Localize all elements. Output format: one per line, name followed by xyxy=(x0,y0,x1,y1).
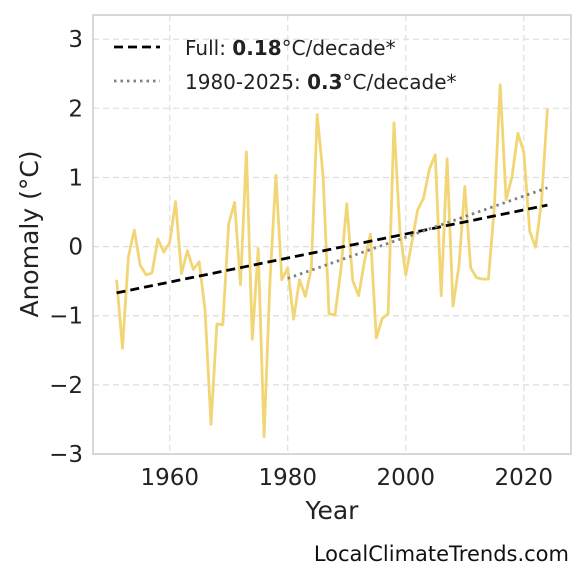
legend-full-value: 0.18 xyxy=(232,36,281,60)
y-tick-label: −2 xyxy=(49,373,83,399)
legend-recent-prefix: 1980-2025: xyxy=(185,70,307,94)
trend-recent-line xyxy=(287,186,548,280)
trend-full-line xyxy=(116,203,548,295)
x-tick-label: 2000 xyxy=(376,465,435,491)
legend-full-prefix: Full: xyxy=(185,36,232,60)
legend-recent-label: 1980-2025: 0.3°C/decade* xyxy=(185,70,457,94)
legend-full-suffix: °C/decade* xyxy=(282,36,396,60)
y-tick-label: −3 xyxy=(49,442,83,468)
y-tick-label: 1 xyxy=(68,165,83,191)
x-tick-label: 2020 xyxy=(495,465,554,491)
legend-recent-value: 0.3 xyxy=(307,70,342,94)
watermark: LocalClimateTrends.com xyxy=(313,542,569,566)
legend-recent-suffix: °C/decade* xyxy=(343,70,457,94)
y-axis-title: Anomaly (°C) xyxy=(15,150,44,317)
x-tick-label: 1980 xyxy=(258,465,317,491)
plot-frame xyxy=(92,14,572,455)
anomaly-line xyxy=(115,83,549,439)
x-tick-label: 1960 xyxy=(140,465,199,491)
x-axis-title: Year xyxy=(305,496,360,525)
legend-full-label: Full: 0.18°C/decade* xyxy=(185,36,396,60)
y-tick-label: −1 xyxy=(49,304,83,330)
y-tick-label: 3 xyxy=(68,27,83,53)
y-tick-label: 0 xyxy=(68,235,83,261)
legend: Full: 0.18°C/decade* 1980-2025: 0.3°C/de… xyxy=(114,36,457,94)
grid xyxy=(93,15,571,455)
x-axis-ticks: 1960 1980 2000 2020 xyxy=(140,465,553,491)
y-axis-ticks: −3 −2 −1 0 1 2 3 xyxy=(49,27,83,468)
y-tick-label: 2 xyxy=(68,96,83,122)
series-group xyxy=(115,83,549,439)
